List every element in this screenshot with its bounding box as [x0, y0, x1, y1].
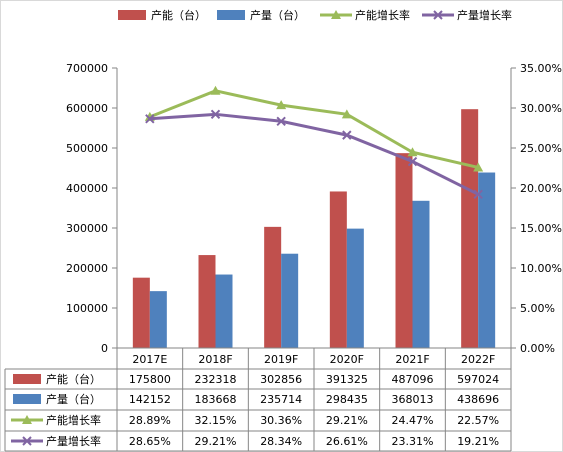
output-bar: [412, 200, 430, 348]
output-growth-point: [145, 114, 155, 124]
legend-label: 产量增长率: [457, 8, 512, 22]
table-cell: 22.57%: [457, 414, 499, 427]
right-tick-label: 35.00%: [520, 62, 562, 75]
capacity-growth-point: [210, 85, 221, 95]
legend-marker: [433, 10, 443, 20]
capacity-growth-point: [341, 109, 352, 119]
table-cell: 302856: [260, 373, 302, 386]
capacity-bar: [132, 277, 150, 348]
legend-swatch: [118, 10, 146, 20]
legend-marker: [331, 10, 341, 19]
right-tick-label: 30.00%: [520, 102, 562, 115]
output-growth-point: [342, 130, 352, 140]
output-bar: [281, 253, 299, 348]
table-cell: 175800: [129, 373, 171, 386]
left-tick-label: 300000: [66, 222, 108, 235]
category-label: 2021F: [395, 353, 429, 366]
category-label: 2017E: [132, 353, 167, 366]
left-tick-label: 500000: [66, 142, 108, 155]
category-label: 2018F: [198, 353, 232, 366]
table-cell: 597024: [457, 373, 499, 386]
right-tick-label: 20.00%: [520, 182, 562, 195]
category-label: 2019F: [264, 353, 298, 366]
table-row-label: 产能增长率: [46, 413, 101, 427]
table-cell: 232318: [195, 373, 237, 386]
table-cell: 183668: [195, 393, 237, 406]
legend-label: 产能（台）: [151, 8, 206, 22]
capacity-bar: [395, 153, 413, 348]
table-legend-marker: [22, 436, 32, 446]
data-table: 2017E 2018F 2019F 2020F 2021F 2022F 产能（台） 17580…: [4, 347, 512, 452]
legend: 产能（台） 产量（台） 产能增长率 产量增长率: [118, 8, 512, 22]
output-growth-point: [276, 116, 286, 126]
table-legend-swatch: [13, 394, 41, 404]
legend-label: 产能增长率: [355, 8, 410, 22]
table-cell: 29.21%: [195, 435, 237, 448]
capacity-growth-point: [473, 162, 484, 172]
table-cell: 28.34%: [260, 435, 302, 448]
table-row-label: 产量增长率: [46, 434, 101, 448]
right-tick-label: 15.00%: [520, 222, 562, 235]
output-bar: [149, 291, 167, 348]
right-tick-label: 0.00%: [520, 342, 555, 355]
table-cell: 487096: [392, 373, 434, 386]
capacity-bar: [198, 255, 216, 348]
table-cell: 368013: [392, 393, 434, 406]
output-bar: [478, 172, 496, 348]
capacity-bar: [329, 191, 347, 348]
table-cell: 19.21%: [457, 435, 499, 448]
left-tick-label: 700000: [66, 62, 108, 75]
table-legend-swatch: [13, 374, 41, 384]
table-cell: 28.65%: [129, 435, 171, 448]
table-row-label: 产能（台）: [46, 372, 101, 386]
output-growth-point: [473, 189, 483, 200]
table-cell: 438696: [457, 393, 499, 406]
table-cell: 298435: [326, 393, 368, 406]
capacity-growth-point: [276, 100, 287, 110]
table-cell: 32.15%: [195, 414, 237, 427]
legend-label: 产量（台）: [250, 8, 305, 22]
legend-swatch: [217, 10, 245, 20]
category-label: 2022F: [461, 353, 495, 366]
table-row-label: 产量（台）: [46, 392, 101, 406]
table-cell: 29.21%: [326, 414, 368, 427]
left-tick-label: 600000: [66, 102, 108, 115]
output-growth-line: [149, 112, 479, 196]
category-label: 2020F: [330, 353, 364, 366]
right-tick-label: 10.00%: [520, 262, 562, 275]
table-cell: 24.47%: [392, 414, 434, 427]
output-bar: [346, 228, 364, 348]
capacity-bar: [461, 109, 479, 348]
right-tick-label: 25.00%: [520, 142, 562, 155]
table-cell: 142152: [129, 393, 171, 406]
plot-area: 0 100000 200000 300000 400000 500000 600000 700…: [66, 62, 562, 355]
output-growth-point: [210, 109, 221, 120]
table-cell: 23.31%: [392, 435, 434, 448]
left-tick-label: 100000: [66, 302, 108, 315]
left-tick-label: 200000: [66, 262, 108, 275]
capacity-growth-point: [407, 147, 418, 157]
table-cell: 235714: [260, 393, 302, 406]
table-cell: 28.89%: [129, 414, 171, 427]
capacity-bar: [264, 226, 282, 348]
table-legend-marker: [22, 415, 32, 424]
right-tick-label: 5.00%: [520, 302, 555, 315]
table-cell: 30.36%: [260, 414, 302, 427]
output-growth-point: [407, 156, 418, 167]
output-bar: [215, 274, 233, 348]
table-cell: 26.61%: [326, 435, 368, 448]
left-tick-label: 400000: [66, 182, 108, 195]
capacity-growth-line: [149, 89, 479, 169]
left-tick-label: 0: [101, 342, 108, 355]
table-cell: 391325: [326, 373, 368, 386]
